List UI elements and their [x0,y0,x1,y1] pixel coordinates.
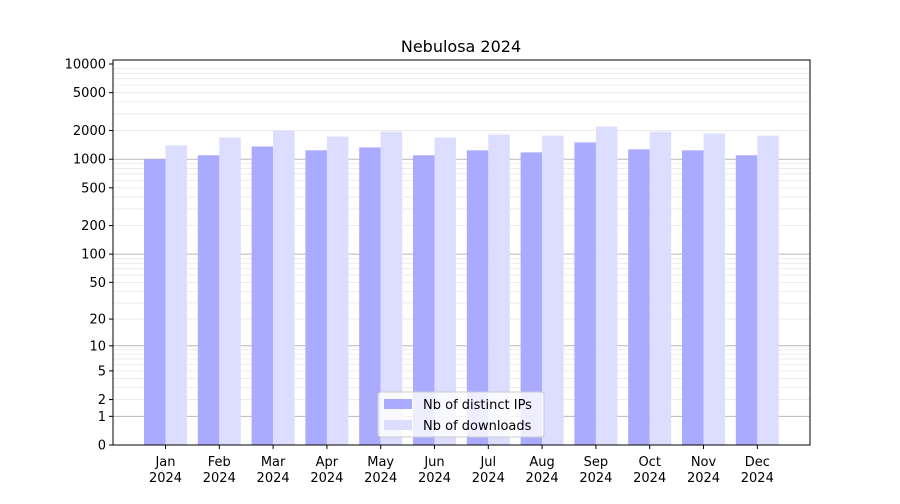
y-tick-label: 500 [81,181,106,196]
bar-distinct-ips [682,150,704,445]
bar-distinct-ips [197,155,220,445]
x-tick-label-year: 2024 [364,471,397,486]
bar-distinct-ips [574,142,596,445]
y-tick-label: 5000 [73,86,106,101]
legend-label-ips: Nb of distinct IPs [423,398,532,413]
bar-distinct-ips [520,152,543,445]
x-tick-label-month: Aug [529,455,554,470]
y-axis: 0 1 2 5 10 20 50 100 200 500 1000 2000 5000 10000 [65,57,113,454]
x-tick-label-year: 2024 [257,471,290,486]
x-tick-label-month: Jul [479,455,496,470]
legend-swatch-downloads [384,420,412,430]
bar-distinct-ips [735,155,758,445]
bar-distinct-ips [305,150,327,445]
x-tick-label-year: 2024 [687,471,720,486]
y-tick-label: 10 [89,339,106,354]
x-tick-label-month: May [367,455,394,470]
x-axis: Jan2024Feb2024Mar2024Apr2024May2024Jun20… [149,445,774,486]
legend-label-downloads: Nb of downloads [423,419,532,434]
x-tick-label-year: 2024 [418,471,451,486]
bar-downloads [380,131,403,445]
bar-downloads [595,126,618,445]
x-tick-label-month: Nov [691,455,717,470]
x-tick-label-month: Jun [423,455,444,470]
bar-downloads [165,145,187,446]
y-tick-label: 200 [81,219,106,234]
bar-distinct-ips [413,155,435,445]
x-tick-label-month: Jan [154,455,175,470]
x-tick-label-year: 2024 [526,471,559,486]
x-tick-label-year: 2024 [310,471,343,486]
bar-distinct-ips [251,146,274,446]
bar-downloads [542,135,564,445]
bar-downloads [757,135,779,445]
x-tick-label-month: Apr [316,455,339,470]
y-tick-label: 1000 [73,153,106,168]
bar-distinct-ips [628,149,650,445]
x-tick-label-month: Mar [261,455,286,470]
legend: Nb of distinct IPs Nb of downloads [377,391,545,438]
x-tick-label-month: Sep [584,455,609,470]
y-tick-label: 5 [98,364,106,379]
y-tick-label: 10000 [65,57,106,72]
x-tick-label-month: Feb [208,455,231,470]
bar-downloads [219,137,241,445]
y-tick-label: 20 [89,313,106,328]
bar-downloads [488,134,510,445]
x-tick-label-year: 2024 [203,471,236,486]
chart-title: Nebulosa 2024 [401,37,521,56]
bar-downloads [326,136,349,446]
bar-distinct-ips [466,150,489,445]
bars [144,126,779,446]
legend-swatch-ips [384,399,412,409]
y-tick-label: 100 [81,248,106,263]
bar-downloads [703,133,725,446]
y-tick-label: 1 [98,410,106,425]
x-tick-label-year: 2024 [741,471,774,486]
legend-frame [377,391,545,438]
bar-distinct-ips [359,147,381,445]
x-tick-label-year: 2024 [472,471,505,486]
y-tick-label: 2000 [73,124,106,139]
axes-frame [112,59,811,446]
bar-distinct-ips [144,159,166,445]
y-tick-label: 0 [98,439,106,454]
x-tick-label-month: Oct [638,455,660,470]
x-tick-label-month: Dec [745,455,770,470]
y-tick-label: 2 [98,393,106,408]
bar-downloads [649,131,672,445]
y-tick-label: 50 [89,276,106,291]
bar-downloads [434,137,456,445]
x-tick-label-year: 2024 [633,471,666,486]
bar-downloads [273,130,295,445]
x-tick-label-year: 2024 [579,471,612,486]
x-tick-label-year: 2024 [149,471,182,486]
